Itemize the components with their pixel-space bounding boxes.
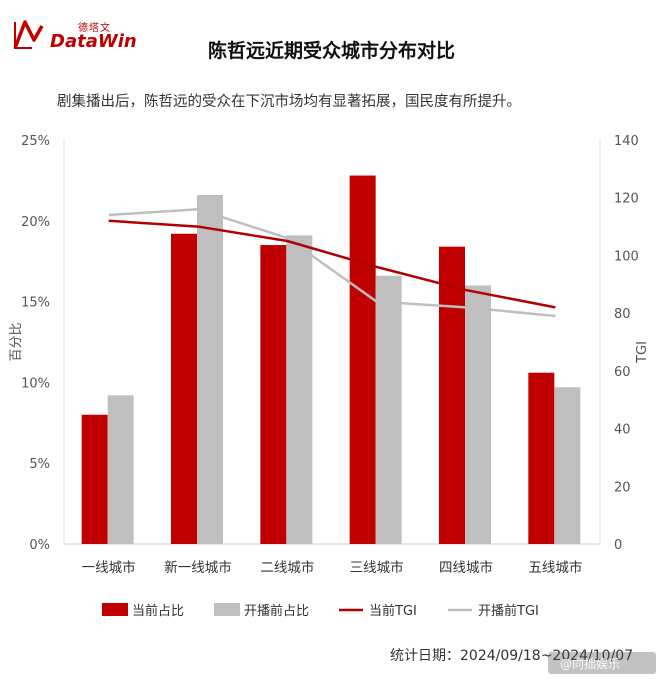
y-right-tick-label: 120 (614, 192, 639, 207)
y-left-tick-label: 0% (29, 538, 50, 553)
y-left-axis-title: 百分比 (9, 322, 24, 361)
bar-before (197, 194, 223, 544)
legend-label: 开播前TGI (478, 603, 539, 619)
y-right-tick-label: 40 (614, 423, 631, 438)
watermark-text: @向拙娱乐 (560, 657, 621, 671)
bar-current (349, 175, 376, 544)
plot-area (64, 140, 600, 544)
brand-logo: 德塔文 DataWin (12, 16, 137, 56)
combo-chart: 0% 5% 10% 15% 20% 25% 0 20 40 60 80 100 120 140 百分比 TGI… (9, 134, 650, 619)
bar-before (286, 235, 313, 544)
y-left-tick-label: 5% (29, 457, 50, 472)
datawin-logo-icon (13, 20, 44, 49)
bar-before (107, 395, 134, 544)
bar-current (81, 414, 108, 544)
bar-current (439, 246, 465, 544)
x-tick-label: 四线城市 (439, 559, 493, 576)
y-right-tick-label: 100 (614, 249, 639, 264)
legend-swatch (102, 603, 128, 616)
y-right-tick-label: 140 (614, 134, 639, 149)
x-tick-label: 二线城市 (260, 559, 314, 576)
line-before-tgi (108, 208, 556, 318)
y-left-tick-label: 10% (21, 376, 50, 391)
y-left-tick-label: 15% (21, 296, 50, 311)
line-current-tgi (108, 219, 556, 309)
legend-label: 当前TGI (369, 603, 417, 619)
bar-before (375, 275, 402, 544)
y-left-tick-label: 20% (21, 215, 50, 230)
bar-current (528, 372, 555, 544)
y-right-tick-label: 0 (614, 538, 622, 553)
y-left-tick-label: 25% (21, 134, 50, 149)
bar-current (260, 245, 287, 544)
legend-label: 开播前占比 (244, 603, 309, 619)
x-tick-label: 五线城市 (528, 559, 582, 576)
chart-title: 陈哲远近期受众城市分布对比 (207, 40, 455, 62)
y-right-tick-label: 60 (614, 365, 631, 380)
y-right-tick-label: 20 (614, 480, 631, 495)
stat-date: 统计日期：2024/09/18~2024/10/07 (390, 648, 634, 664)
x-tick-label: 新一线城市 (164, 559, 232, 576)
chart-subtitle: 剧集播出后，陈哲远的受众在下沉市场均有显著拓展，国民度有所提升。 (57, 94, 521, 110)
brand-name-en: DataWin (50, 31, 137, 52)
brand-name-cn: 德塔文 (78, 23, 111, 34)
x-tick-label: 一线城市 (82, 559, 136, 576)
legend-swatch (214, 603, 240, 616)
bar-before (554, 387, 581, 544)
legend-label: 当前占比 (132, 603, 184, 619)
y-right-tick-label: 80 (614, 307, 631, 322)
bar-before (465, 285, 491, 544)
watermark-badge (548, 652, 656, 674)
y-right-axis-title: TGI (635, 341, 650, 364)
x-tick-label: 三线城市 (350, 559, 404, 576)
bar-current (171, 233, 197, 544)
